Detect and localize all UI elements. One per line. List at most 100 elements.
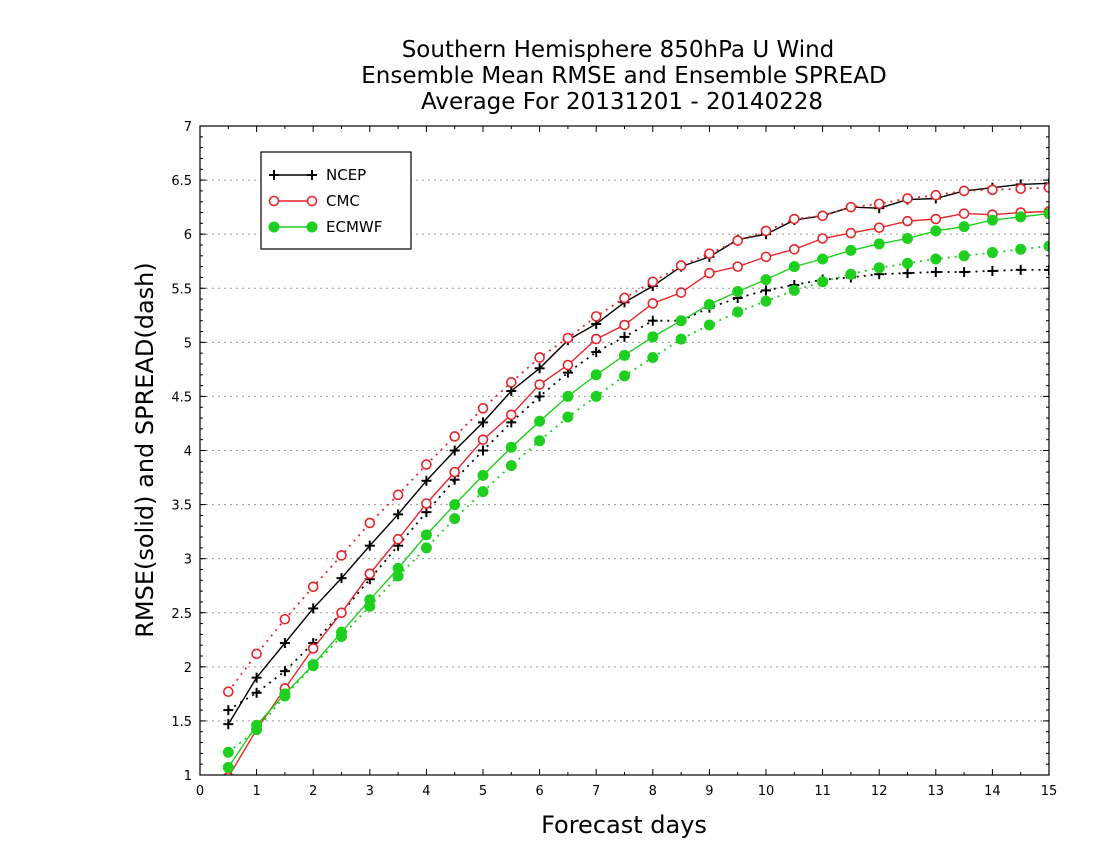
ecmwf-rmse-point bbox=[251, 719, 263, 731]
ecmwf-rmse-point bbox=[307, 659, 319, 671]
ecmwf-spread-point bbox=[222, 746, 234, 758]
ecmwf-spread-point bbox=[986, 247, 998, 259]
ncep-spread-point bbox=[619, 331, 630, 342]
cmc-rmse-point bbox=[619, 319, 630, 331]
y-tick-label: 5 bbox=[184, 336, 192, 351]
ncep-spread-point bbox=[534, 391, 545, 402]
cmc-rmse-point bbox=[732, 261, 744, 272]
cmc-rmse-point bbox=[534, 379, 545, 390]
series-ncep bbox=[223, 178, 1049, 730]
y-tick-label: 7 bbox=[184, 120, 192, 135]
cmc-spread-point bbox=[421, 459, 432, 470]
ecmwf-spread-point bbox=[732, 306, 744, 318]
series-ecmwf bbox=[222, 208, 1049, 773]
legend-marker-start bbox=[269, 170, 279, 180]
legend-marker-start bbox=[268, 195, 280, 207]
ecmwf-spread-point bbox=[788, 284, 800, 296]
ncep-spread-line bbox=[227, 268, 1049, 711]
ecmwf-rmse-point bbox=[1015, 211, 1027, 223]
cmc-rmse-point bbox=[307, 643, 319, 654]
cmc-spread-point bbox=[392, 489, 404, 501]
x-tick-label: 15 bbox=[1041, 784, 1058, 799]
ecmwf-rmse-point bbox=[873, 238, 885, 250]
ecmwf-spread-point bbox=[420, 542, 432, 554]
legend-label-ncep: NCEP bbox=[326, 166, 366, 184]
cmc-rmse-point bbox=[817, 233, 828, 244]
cmc-rmse-point bbox=[505, 409, 517, 421]
ncep-spread-point bbox=[1015, 264, 1026, 275]
chart-title: Southern Hemisphere 850hPa U Wind Ensemb… bbox=[361, 37, 886, 115]
title-line-2: Ensemble Mean RMSE and Ensemble SPREAD bbox=[361, 63, 886, 89]
ecmwf-spread-point bbox=[590, 390, 602, 402]
ecmwf-rmse-line bbox=[227, 212, 1049, 768]
cmc-rmse-point bbox=[421, 498, 432, 509]
ncep-rmse-point bbox=[364, 540, 375, 551]
cmc-rmse-point bbox=[562, 359, 574, 371]
cmc-spread-point bbox=[732, 235, 744, 246]
cmc-rmse-point bbox=[675, 287, 687, 298]
ecmwf-rmse-point bbox=[675, 315, 687, 327]
cmc-rmse-point bbox=[902, 215, 913, 227]
ncep-spread-point bbox=[223, 705, 234, 716]
ecmwf-rmse-point bbox=[902, 232, 913, 244]
cmc-spread-line bbox=[227, 186, 1049, 693]
ecmwf-rmse-point bbox=[449, 499, 461, 511]
ncep-spread-point bbox=[647, 315, 658, 326]
ecmwf-rmse-point bbox=[336, 626, 347, 638]
axis-ticks: 11.522.533.544.555.566.570 1 2 3 4 5 6 7 8 9 10 11 1… bbox=[171, 120, 1057, 799]
cmc-spread-point bbox=[1015, 183, 1027, 195]
cmc-spread-point bbox=[562, 332, 574, 344]
x-tick-label: 4 bbox=[422, 784, 430, 799]
ecmwf-spread-point bbox=[675, 333, 687, 345]
ecmwf-spread-point bbox=[760, 295, 772, 307]
ecmwf-spread-line bbox=[227, 245, 1049, 754]
cmc-spread-point bbox=[930, 189, 942, 201]
cmc-spread-point bbox=[505, 377, 517, 388]
ecmwf-spread-point bbox=[1015, 243, 1027, 255]
ncep-rmse-line bbox=[227, 182, 1049, 725]
ecmwf-rmse-point bbox=[562, 390, 574, 402]
ecmwf-rmse-point bbox=[279, 688, 291, 700]
cmc-spread-point bbox=[279, 613, 291, 625]
ecmwf-rmse-point bbox=[958, 221, 970, 233]
y-tick-label: 3 bbox=[184, 553, 192, 568]
cmc-spread-point bbox=[1043, 182, 1049, 193]
ncep-rmse-point bbox=[308, 603, 319, 614]
y-tick-label: 1.5 bbox=[171, 715, 192, 730]
plot-frame bbox=[199, 125, 1050, 776]
y-tick-label: 2 bbox=[184, 661, 192, 676]
ecmwf-spread-point bbox=[1043, 240, 1049, 252]
x-tick-label: 11 bbox=[814, 784, 831, 799]
ncep-rmse-point bbox=[506, 386, 517, 397]
ncep-rmse-point bbox=[223, 719, 234, 730]
x-tick-label: 3 bbox=[366, 784, 374, 799]
cmc-rmse-point bbox=[223, 771, 234, 775]
legend-item-ecmwf: ECMWF bbox=[268, 218, 382, 236]
ncep-rmse-point bbox=[251, 672, 262, 683]
x-tick-label: 7 bbox=[592, 784, 600, 799]
cmc-spread-point bbox=[449, 431, 461, 442]
ncep-spread-point bbox=[251, 687, 262, 698]
legend-marker-end bbox=[307, 170, 317, 180]
ncep-rmse-point bbox=[336, 573, 347, 584]
ecmwf-spread-point bbox=[449, 513, 461, 525]
cmc-spread-point bbox=[223, 686, 234, 698]
ncep-spread-point bbox=[959, 267, 970, 278]
legend-item-ncep: NCEP bbox=[269, 166, 366, 184]
ncep-spread-point bbox=[987, 265, 998, 276]
ecmwf-spread-point bbox=[619, 370, 630, 382]
ecmwf-spread-point bbox=[505, 460, 517, 472]
series-group bbox=[222, 178, 1049, 775]
ecmwf-rmse-point bbox=[420, 529, 432, 541]
ecmwf-spread-point bbox=[703, 319, 715, 331]
ecmwf-rmse-point bbox=[986, 214, 998, 226]
ncep-spread-point bbox=[761, 285, 771, 296]
y-tick-label: 5.5 bbox=[171, 282, 192, 297]
cmc-rmse-point bbox=[364, 568, 376, 580]
title-line-3: Average For 20131201 - 20140228 bbox=[421, 89, 823, 115]
cmc-spread-point bbox=[817, 210, 828, 222]
cmc-rmse-point bbox=[788, 244, 800, 255]
ecmwf-rmse-point bbox=[590, 369, 602, 381]
ncep-rmse-point bbox=[1044, 178, 1049, 189]
ncep-spread-point bbox=[421, 507, 432, 518]
